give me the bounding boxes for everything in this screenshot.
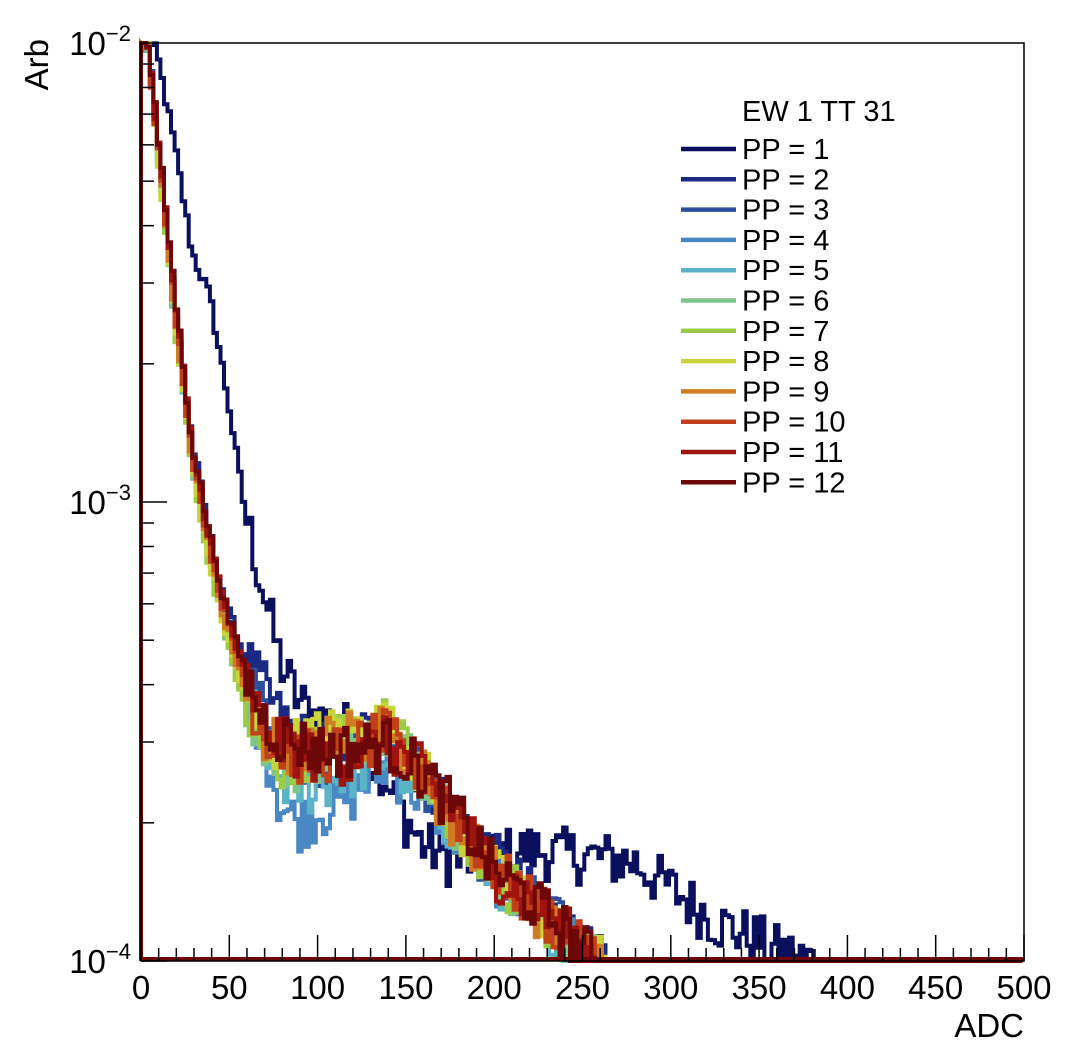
series-line-pp-7 xyxy=(139,41,1023,963)
series-line-pp-2 xyxy=(139,41,1023,963)
series-line-pp-11 xyxy=(139,41,1023,963)
x-tick-label: 200 xyxy=(467,969,522,1006)
legend-title: EW 1 TT 31 xyxy=(742,96,896,128)
y-tick-label: 10−2 xyxy=(69,21,131,62)
series-line-pp-6 xyxy=(139,41,1023,963)
y-tick-label: 10−3 xyxy=(69,480,131,521)
legend-entry-label: PP = 11 xyxy=(742,437,843,469)
series-line-pp-3 xyxy=(139,41,1023,963)
series-line-pp-1 xyxy=(139,41,1023,963)
legend-entry-label: PP = 6 xyxy=(742,286,829,318)
series-line-pp-9 xyxy=(139,37,1023,963)
plot-frame xyxy=(140,42,1025,962)
x-tick-label: 300 xyxy=(643,969,698,1006)
x-axis-label: ADC xyxy=(954,1007,1024,1044)
x-tick-label: 100 xyxy=(290,969,345,1006)
x-tick-label: 450 xyxy=(908,969,963,1006)
plot-lines xyxy=(139,37,1024,963)
x-tick-label: 0 xyxy=(132,969,150,1006)
y-tick-labels: 10−4 10−3 10−2 xyxy=(69,21,131,980)
series-line-pp-4 xyxy=(139,41,1023,963)
legend-entry-label: PP = 12 xyxy=(742,467,845,499)
y-axis-label: Arb xyxy=(18,39,55,90)
legend-entry-label: PP = 4 xyxy=(742,225,829,257)
y-ticks xyxy=(141,63,167,962)
legend-entry-label: PP = 10 xyxy=(742,407,845,439)
x-tick-label: 400 xyxy=(820,969,875,1006)
series-line-pp-12 xyxy=(139,41,1023,963)
legend-entry-label: PP = 5 xyxy=(742,255,829,287)
series-line-pp-8 xyxy=(139,41,1023,963)
x-tick-labels: 0 50 100 150 200 250 300 350 400 450 500 xyxy=(132,969,1052,1006)
x-tick-label: 150 xyxy=(378,969,433,1006)
x-ticks xyxy=(140,935,1025,961)
series-line-pp-5 xyxy=(139,41,1023,963)
x-tick-label: 250 xyxy=(555,969,610,1006)
legend-entry-label: PP = 7 xyxy=(742,316,829,348)
legend-entry-label: PP = 8 xyxy=(742,346,829,378)
x-tick-label: 350 xyxy=(732,969,787,1006)
legend-entry-label: PP = 9 xyxy=(742,376,829,408)
y-tick-label: 10−4 xyxy=(69,939,131,980)
legend-entry-label: PP = 3 xyxy=(742,195,829,227)
legend-entry-label: PP = 1 xyxy=(742,134,829,166)
x-tick-label: 500 xyxy=(996,969,1051,1006)
series-line-pp-10 xyxy=(139,41,1023,963)
x-tick-label: 50 xyxy=(211,969,248,1006)
legend: EW 1 TT 31 PP = 1PP = 2PP = 3PP = 4PP = … xyxy=(681,96,896,499)
legend-entry-label: PP = 2 xyxy=(742,164,829,196)
